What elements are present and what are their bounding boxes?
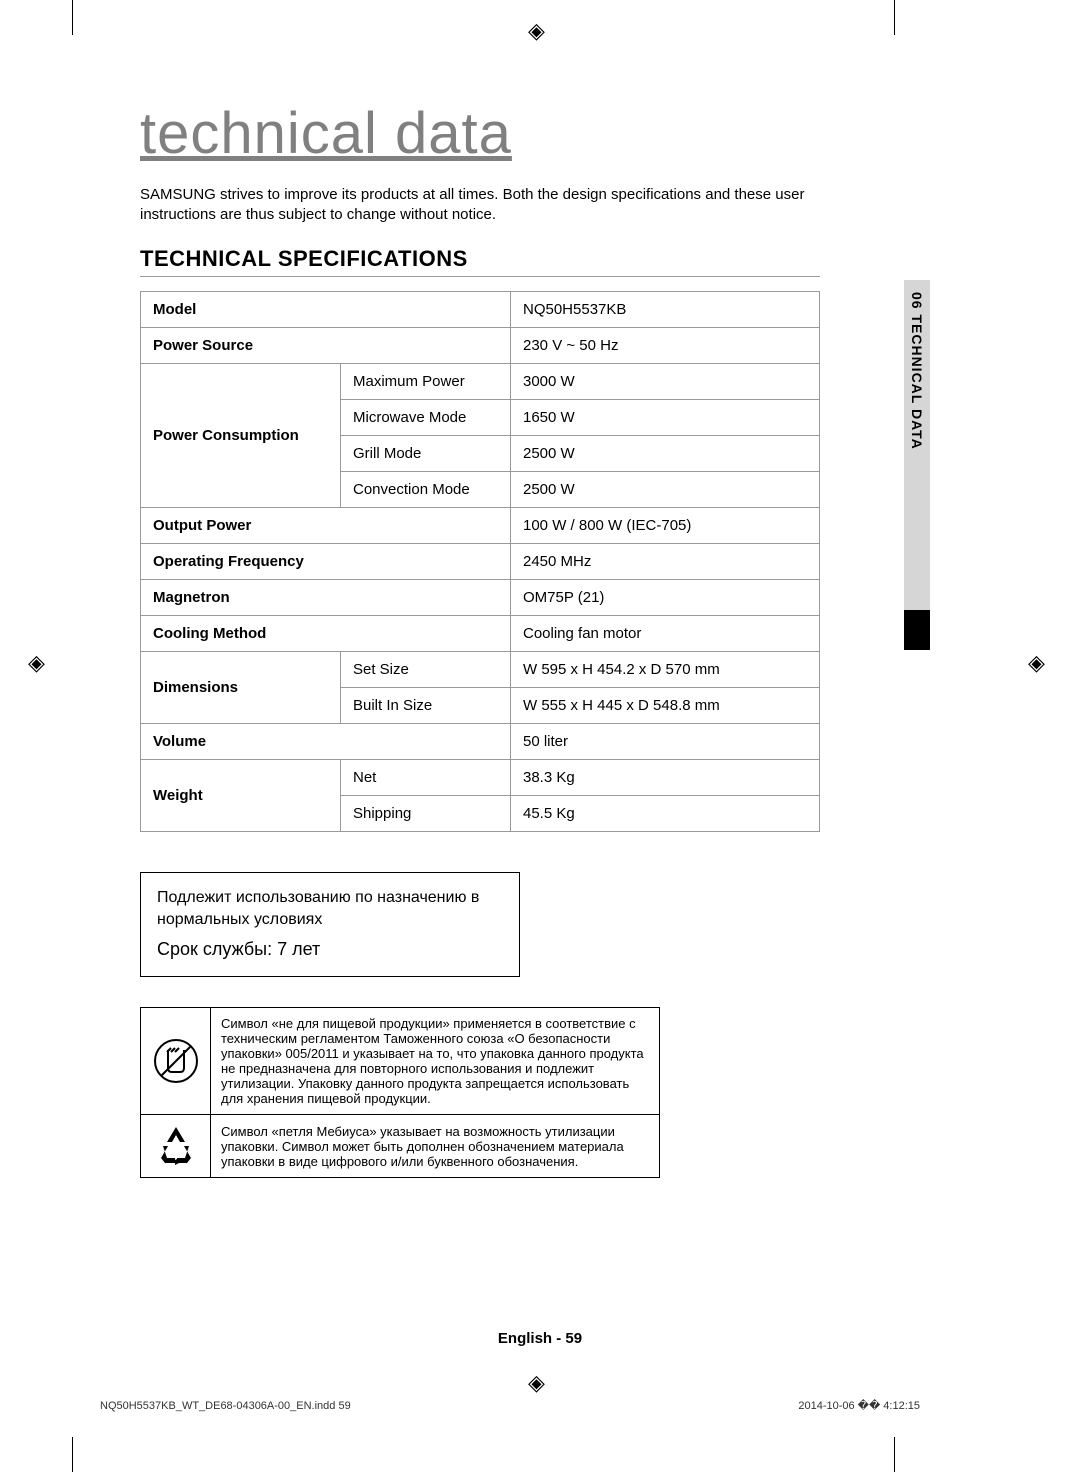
spec-sublabel: Microwave Mode [341,399,511,435]
spec-value: 2450 MHz [511,543,820,579]
spec-sublabel: Set Size [341,651,511,687]
spec-label: Power Source [141,327,511,363]
spec-label: Operating Frequency [141,543,511,579]
spec-table: Model NQ50H5537KB Power Source 230 V ~ 5… [140,291,820,832]
spec-sublabel: Convection Mode [341,471,511,507]
page-content: technical data SAMSUNG strives to improv… [140,100,820,1178]
spec-value: 100 W / 800 W (IEC-705) [511,507,820,543]
registration-mark-icon [528,18,552,42]
spec-value: W 555 x H 445 x D 548.8 mm [511,687,820,723]
symbol-description: Символ «петля Мебиуса» указывает на возм… [211,1115,660,1178]
spec-sublabel: Shipping [341,795,511,831]
registration-mark-icon [528,1370,552,1394]
registration-mark-icon [28,650,52,674]
spec-sublabel: Grill Mode [341,435,511,471]
spec-value: 50 liter [511,723,820,759]
side-tab-marker [904,610,930,650]
intro-paragraph: SAMSUNG strives to improve its products … [140,185,820,226]
table-row: Magnetron OM75P (21) [141,579,820,615]
table-row: Model NQ50H5537KB [141,291,820,327]
recycle-icon [141,1115,211,1178]
page-number: English - 59 [200,1330,880,1347]
spec-value: 2500 W [511,435,820,471]
spec-value: 3000 W [511,363,820,399]
spec-value: 38.3 Kg [511,759,820,795]
spec-label: Volume [141,723,511,759]
spec-sublabel: Maximum Power [341,363,511,399]
russian-notice-box: Подлежит использованию по назначению в н… [140,872,520,978]
spec-label: Power Consumption [141,363,341,507]
spec-value: 230 V ~ 50 Hz [511,327,820,363]
spec-label: Model [141,291,511,327]
spec-value: 45.5 Kg [511,795,820,831]
symbol-description: Символ «не для пищевой продукции» примен… [211,1008,660,1115]
symbol-table: Символ «не для пищевой продукции» примен… [140,1007,660,1178]
crop-mark [72,1437,73,1472]
russian-text-2: Срок службы: 7 лет [157,937,503,962]
table-row: Power Source 230 V ~ 50 Hz [141,327,820,363]
table-row: Cooling Method Cooling fan motor [141,615,820,651]
spec-value: W 595 x H 454.2 x D 570 mm [511,651,820,687]
spec-value: NQ50H5537KB [511,291,820,327]
footer-filename: NQ50H5537KB_WT_DE68-04306A-00_EN.indd 59 [100,1400,351,1412]
table-row: Символ «петля Мебиуса» указывает на возм… [141,1115,660,1178]
table-row: Volume 50 liter [141,723,820,759]
table-row: Символ «не для пищевой продукции» примен… [141,1008,660,1115]
spec-sublabel: Built In Size [341,687,511,723]
table-row: Operating Frequency 2450 MHz [141,543,820,579]
spec-value: Cooling fan motor [511,615,820,651]
table-row: Weight Net 38.3 Kg [141,759,820,795]
spec-label: Magnetron [141,579,511,615]
spec-value: OM75P (21) [511,579,820,615]
not-for-food-icon [141,1008,211,1115]
table-row: Power Consumption Maximum Power 3000 W [141,363,820,399]
footer-timestamp: 2014-10-06 �� 4:12:15 [798,1399,920,1412]
table-row: Dimensions Set Size W 595 x H 454.2 x D … [141,651,820,687]
spec-label: Cooling Method [141,615,511,651]
side-tab-label: 06 TECHNICAL DATA [904,286,930,456]
table-row: Output Power 100 W / 800 W (IEC-705) [141,507,820,543]
page-title: technical data [140,100,820,167]
registration-mark-icon [1028,650,1052,674]
crop-mark [894,0,895,35]
spec-sublabel: Net [341,759,511,795]
spec-label: Output Power [141,507,511,543]
heading-underline [140,276,820,277]
spec-label: Dimensions [141,651,341,723]
russian-text-1: Подлежит использованию по назначению в н… [157,887,503,932]
crop-mark [894,1437,895,1472]
section-heading: TECHNICAL SPECIFICATIONS [140,246,820,272]
spec-value: 1650 W [511,399,820,435]
spec-value: 2500 W [511,471,820,507]
crop-mark [72,0,73,35]
spec-label: Weight [141,759,341,831]
